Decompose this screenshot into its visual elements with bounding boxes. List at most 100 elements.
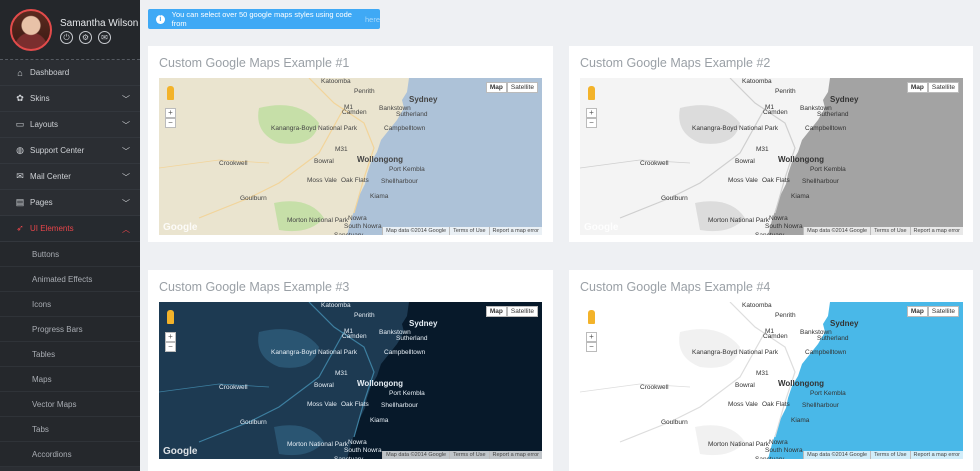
zoom-out-button[interactable]: − [586, 118, 597, 128]
sidebar-item-mail-center[interactable]: ✉ Mail Center ﹀ [0, 164, 140, 190]
map-place-label: Bankstown [379, 105, 411, 112]
map-place-label: Morton National Park [708, 217, 770, 224]
zoom-out-button[interactable]: − [165, 342, 176, 352]
map-place-label: Campbelltown [384, 125, 426, 132]
submenu-item-buttons[interactable]: Buttons [0, 242, 140, 267]
map-card-1: Custom Google Maps Example #1 Sydney Banks… [148, 46, 553, 242]
map-type-map-button[interactable]: Map [906, 82, 928, 93]
map-place-label: Morton National Park [708, 441, 770, 448]
google-map[interactable]: Sydney Bankstown Campbelltown Kanangra-Boyd… [159, 302, 542, 459]
map-place-label: Crookwell [640, 160, 669, 167]
google-map[interactable]: Sydney Bankstown Campbelltown Kanangra-Boyd… [159, 78, 542, 235]
terms-of-use-link[interactable]: Terms of Use [870, 227, 909, 235]
terms-of-use-link[interactable]: Terms of Use [449, 451, 488, 459]
submenu-item-tables[interactable]: Tables [0, 342, 140, 367]
sidebar-item-layouts[interactable]: ▭ Layouts ﹀ [0, 112, 140, 138]
chevron-down-icon: ﹀ [122, 147, 130, 156]
chevron-down-icon: ﹀ [122, 121, 130, 130]
map-type-satellite-button[interactable]: Satellite [927, 82, 959, 93]
map-place-label: Goulburn [661, 195, 688, 202]
map-place-label: Morton National Park [287, 217, 349, 224]
map-place-label: Bankstown [800, 105, 832, 112]
zoom-in-button[interactable]: + [165, 332, 176, 342]
map-place-label: Sutherland [817, 335, 849, 342]
submenu-item-maps[interactable]: Maps [0, 367, 140, 392]
map-type-map-button[interactable]: Map [485, 306, 507, 317]
map-place-label: Camden [763, 333, 788, 340]
gear-icon[interactable]: ⚙ [79, 31, 92, 44]
sidebar-item-support-center[interactable]: ◍ Support Center ﹀ [0, 138, 140, 164]
zoom-in-button[interactable]: + [586, 108, 597, 118]
submenu-item-animated-effects[interactable]: Animated Effects [0, 267, 140, 292]
sidebar-item-dashboard[interactable]: ⌂ Dashboard [0, 60, 140, 86]
map-type-map-button[interactable]: Map [485, 82, 507, 93]
map-place-label: M1 [344, 104, 354, 111]
map-place-label: Camden [342, 109, 367, 116]
avatar[interactable] [10, 9, 52, 51]
map-road [729, 302, 796, 438]
map-title: Custom Google Maps Example #2 [580, 56, 771, 70]
submenu-item-vector-maps[interactable]: Vector Maps [0, 392, 140, 417]
report-map-error-link[interactable]: Report a map error [909, 451, 963, 459]
map-park [679, 105, 740, 144]
submenu-item-accordions[interactable]: Accordions [0, 442, 140, 467]
map-type-satellite-button[interactable]: Satellite [506, 306, 538, 317]
map-road [308, 302, 375, 438]
map-place-label: M1 [765, 104, 775, 111]
pegman-icon[interactable] [588, 310, 595, 324]
map-place-label: Bankstown [379, 329, 411, 336]
map-place-label: Moss Vale [307, 177, 337, 184]
map-type-satellite-button[interactable]: Satellite [927, 306, 959, 317]
map-data-credit: Map data ©2014 Google [803, 451, 870, 459]
alert-link[interactable]: here [364, 14, 380, 24]
chat-icon[interactable]: ✉ [98, 31, 111, 44]
map-place-label: Nowra [348, 439, 367, 446]
map-place-label: Wollongong [778, 379, 825, 388]
map-park [695, 201, 745, 232]
pegman-icon[interactable] [167, 310, 174, 324]
zoom-in-button[interactable]: + [586, 332, 597, 342]
sidebar-item-pages[interactable]: ▤ Pages ﹀ [0, 190, 140, 216]
map-place-label: Kanangra-Boyd National Park [692, 349, 778, 356]
google-map[interactable]: Sydney Bankstown Campbelltown Kanangra-Boyd… [580, 78, 963, 235]
chevron-down-icon: ﹀ [122, 199, 130, 208]
map-place-label: Kiama [791, 417, 810, 424]
chevron-up-icon: ︿ [122, 225, 130, 234]
map-type-satellite-button[interactable]: Satellite [506, 82, 538, 93]
map-place-label: Sutherland [396, 111, 428, 118]
map-park [695, 425, 745, 456]
chevron-down-icon: ﹀ [122, 173, 130, 182]
terms-of-use-link[interactable]: Terms of Use [870, 451, 909, 459]
terms-of-use-link[interactable]: Terms of Use [449, 227, 488, 235]
power-icon[interactable]: ⏻ [60, 31, 73, 44]
report-map-error-link[interactable]: Report a map error [488, 227, 542, 235]
report-map-error-link[interactable]: Report a map error [909, 227, 963, 235]
map-place-label: Bankstown [800, 329, 832, 336]
zoom-out-button[interactable]: − [586, 342, 597, 352]
map-road [619, 331, 766, 443]
map-park [679, 329, 740, 368]
map-canvas [159, 302, 542, 459]
map-place-label: Port Kembla [389, 166, 425, 173]
report-map-error-link[interactable]: Report a map error [488, 451, 542, 459]
map-place-label: Nowra [769, 439, 788, 446]
submenu-item-tabs[interactable]: Tabs [0, 417, 140, 442]
map-place-label: Katoomba [321, 78, 351, 85]
pegman-icon[interactable] [167, 86, 174, 100]
zoom-in-button[interactable]: + [165, 108, 176, 118]
sidebar-item-skins[interactable]: ✿ Skins ﹀ [0, 86, 140, 112]
map-place-label: Sydney [409, 95, 438, 104]
google-map[interactable]: Sydney Bankstown Campbelltown Kanangra-Boyd… [580, 302, 963, 459]
submenu-item-icons[interactable]: Icons [0, 292, 140, 317]
submenu-item-progress-bars[interactable]: Progress Bars [0, 317, 140, 342]
map-type-map-button[interactable]: Map [906, 306, 928, 317]
sidebar-item-ui-elements[interactable]: ➶ UI Elements ︿ [0, 216, 140, 242]
user-name: Samantha Wilson [60, 18, 139, 29]
map-place-label: Kiama [370, 193, 389, 200]
zoom-out-button[interactable]: − [165, 118, 176, 128]
info-alert: i You can select over 50 google maps sty… [148, 9, 380, 29]
map-place-label: Kanangra-Boyd National Park [271, 125, 357, 132]
pegman-icon[interactable] [588, 86, 595, 100]
sidebar-item-label: UI Elements [30, 224, 74, 233]
map-place-label: South Nowra [344, 223, 382, 230]
